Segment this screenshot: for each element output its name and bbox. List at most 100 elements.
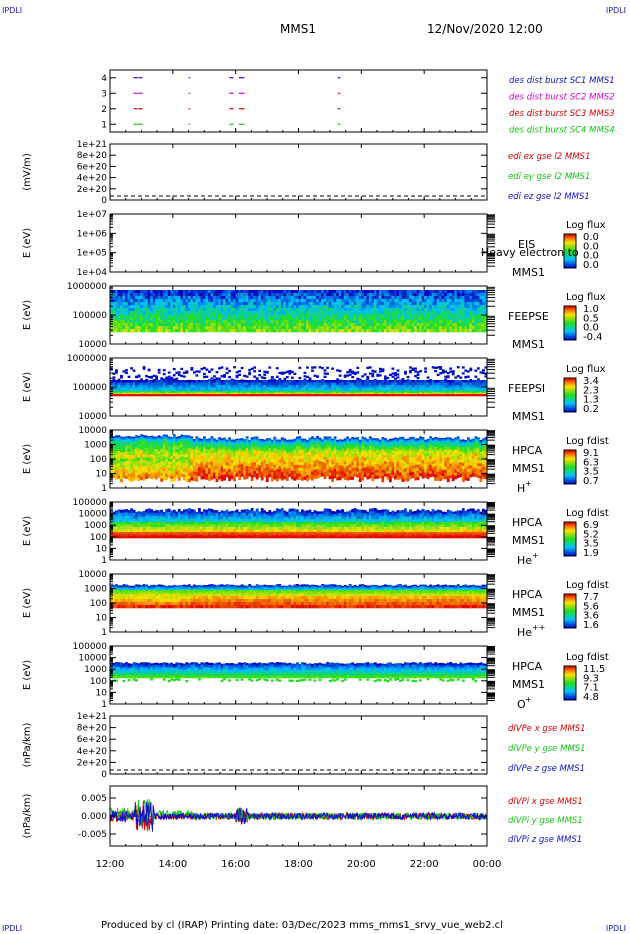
spectrogram-cell <box>318 387 322 391</box>
spectrogram-cell <box>285 380 289 383</box>
spectrogram-cell <box>145 444 148 449</box>
spectrogram-cell <box>346 329 350 333</box>
spectrogram-cell <box>197 448 201 451</box>
spectrogram-cell <box>230 469 234 473</box>
spectrogram-cell <box>439 385 443 388</box>
spectrogram-cell <box>223 320 226 324</box>
spectrogram-cell <box>225 382 229 386</box>
spectrogram-cell <box>288 467 292 472</box>
spectrogram-cell <box>328 305 332 309</box>
spectrogram-cell <box>260 441 264 444</box>
spectrogram-cell <box>223 454 226 458</box>
spectrogram-cell <box>461 314 465 318</box>
spectrogram-cell <box>117 460 121 464</box>
spectrogram-cell <box>434 317 438 321</box>
spectrogram-cell <box>192 451 196 454</box>
spectrogram-cell <box>190 471 194 475</box>
spectrogram-cell <box>378 326 382 330</box>
spectrogram-cell <box>112 390 116 392</box>
spectrogram-cell <box>265 314 269 318</box>
spectrogram-cell <box>200 393 204 395</box>
spectrogram-cell <box>140 380 143 383</box>
spectrogram-cell <box>192 456 196 460</box>
spectrogram-cell <box>215 453 219 458</box>
spectrogram-cell <box>155 380 159 383</box>
spectrogram-cell <box>368 314 372 318</box>
spectrogram-cell <box>466 387 470 391</box>
spectrogram-cell <box>255 441 259 443</box>
spectrogram-cell <box>273 290 277 294</box>
spectrogram-cell <box>230 293 234 297</box>
spectrogram-cell <box>132 293 136 297</box>
spectrogram-cell <box>202 302 206 306</box>
spectrogram-cell <box>208 314 211 318</box>
spectrogram-cell <box>122 461 126 466</box>
spectrogram-cell <box>476 317 480 321</box>
spectrogram-cell <box>180 374 184 378</box>
spectrogram-cell <box>115 439 118 442</box>
spectrogram-cell <box>263 305 267 309</box>
spectrogram-cell <box>220 293 224 297</box>
spectrogram-cell <box>278 299 282 303</box>
spectrogram-cell <box>484 329 488 333</box>
spectrogram-cell <box>481 305 485 309</box>
spectrogram-cell <box>175 438 179 441</box>
spectrogram-cell <box>351 326 355 330</box>
spectrogram-cell <box>208 296 211 300</box>
spectrogram-cell <box>180 446 184 451</box>
spectrogram-cell <box>258 385 262 388</box>
spectrogram-cell <box>270 293 274 297</box>
spectrogram-cell <box>115 323 118 327</box>
spectrogram-cell <box>200 302 204 306</box>
spectrogram-cell <box>323 323 327 327</box>
spectrogram-cell <box>368 387 372 391</box>
spectrogram-cell <box>265 329 269 333</box>
spectrogram-cell <box>273 320 277 324</box>
spectrogram-cell <box>145 441 148 446</box>
spectrogram-cell <box>117 436 121 439</box>
spectrogram-cell <box>200 329 204 333</box>
spectrogram-cell <box>441 320 445 324</box>
spectrogram-cell <box>338 387 342 391</box>
spectrogram-cell <box>396 302 400 306</box>
spectrogram-cell <box>185 472 189 476</box>
spectrogram-cell <box>383 394 387 397</box>
spectrogram-cell <box>358 311 362 315</box>
spectrogram-cell <box>195 314 199 318</box>
spectrogram-cell <box>436 299 440 303</box>
spectrogram-cell <box>192 474 196 478</box>
spectrogram-cell <box>268 441 272 443</box>
spectrogram-cell <box>197 314 201 318</box>
spectrogram-cell <box>464 299 468 303</box>
spectrogram-cell <box>170 461 174 465</box>
spectrogram-cell <box>200 441 204 444</box>
spectrogram-cell <box>190 468 194 472</box>
spectrogram-cell <box>383 385 387 388</box>
spectrogram-cell <box>273 446 277 449</box>
spectrogram-cell <box>243 447 247 450</box>
spectrogram-cell <box>180 314 184 318</box>
spectrogram-cell <box>381 369 385 372</box>
spectrogram-cell <box>150 302 154 306</box>
spectrogram-cell <box>258 442 262 444</box>
spectrogram-cell <box>406 296 410 300</box>
spectrogram-cell <box>192 311 196 315</box>
spectrogram-cell <box>215 391 219 393</box>
spectrogram-cell <box>215 385 219 388</box>
spectrogram-cell <box>155 448 159 453</box>
spectrogram-cell <box>481 392 485 394</box>
spectrogram-cell <box>424 370 427 373</box>
spectrogram-cell <box>135 476 138 480</box>
spectrogram-cell <box>170 436 174 439</box>
spectrogram-cell <box>185 439 189 442</box>
spectrogram-cell <box>288 320 292 324</box>
spectrogram-cell <box>373 308 377 312</box>
spectrogram-cell <box>228 323 231 327</box>
spectrogram-cell <box>250 438 254 441</box>
spectrogram-cell <box>351 317 355 321</box>
spectrogram-cell <box>456 392 460 394</box>
spectrogram-cell <box>368 385 372 388</box>
spectrogram-cell <box>175 471 179 476</box>
spectrogram-cell <box>250 367 254 370</box>
spectrogram-cell <box>250 329 254 333</box>
